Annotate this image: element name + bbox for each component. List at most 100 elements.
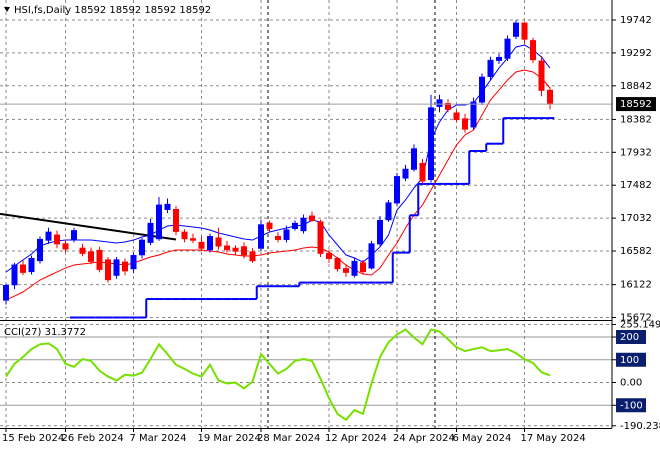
- marks-layer: [0, 20, 612, 422]
- candle-body: [385, 202, 392, 221]
- x-tick-label: 12 Apr 2024: [325, 433, 387, 444]
- x-tick-label: 24 Apr 2024: [393, 433, 455, 444]
- candle-body: [139, 239, 145, 256]
- candle-body: [411, 148, 417, 170]
- x-tick-label: 17 May 2024: [521, 433, 586, 444]
- level-label-box: [616, 352, 646, 367]
- candle-body: [445, 102, 451, 110]
- menu-triangle: [4, 7, 10, 12]
- candle-body: [37, 238, 43, 262]
- candle-body: [402, 168, 409, 179]
- candle-body: [334, 257, 341, 270]
- moving-average-line: [5, 44, 551, 273]
- candle-body: [266, 222, 273, 229]
- candle-body: [470, 101, 477, 128]
- y-tick-label: -100: [620, 400, 643, 411]
- candle-body: [156, 204, 162, 240]
- candle-body: [11, 264, 18, 286]
- candle-body: [130, 255, 137, 270]
- candle-body: [428, 107, 434, 181]
- x-tick-label: 15 Feb 2024: [2, 433, 64, 444]
- y-tick-label: 16122: [620, 280, 652, 291]
- level-label-box: [616, 330, 646, 345]
- x-tick-label: 26 Feb 2024: [62, 433, 124, 444]
- candle-body: [232, 247, 239, 252]
- y-tick-label: 255.1494: [620, 319, 660, 330]
- candle-body: [513, 22, 519, 37]
- candle-body: [147, 222, 154, 243]
- candle-body: [45, 231, 52, 241]
- candle-body: [122, 261, 128, 272]
- panel-title: HSI,fs,Daily 18592 18592 18592 18592: [14, 5, 211, 16]
- indicator-line: [5, 328, 551, 422]
- candle-body: [105, 259, 111, 281]
- candle-body: [62, 243, 69, 250]
- y-tick-label: 100: [620, 355, 639, 366]
- candle-body: [479, 76, 485, 103]
- candle-body: [360, 262, 366, 273]
- candle-body: [198, 241, 205, 249]
- y-tick-label: 19742: [620, 15, 652, 26]
- candle-body: [436, 99, 443, 107]
- candle-body: [368, 243, 375, 269]
- candle-body: [224, 245, 230, 251]
- y-tick-label: 18842: [620, 81, 652, 92]
- candle-body: [530, 40, 536, 61]
- candle-body: [215, 237, 222, 247]
- candle-body: [521, 22, 528, 40]
- candle-body: [419, 162, 426, 182]
- candle-body: [20, 264, 26, 273]
- y-tick-label: 18382: [620, 114, 652, 125]
- candle-body: [317, 221, 324, 254]
- candle-body: [462, 118, 468, 130]
- candle-body: [504, 38, 511, 59]
- candle-body: [181, 231, 188, 240]
- candle-body: [164, 203, 171, 210]
- level-label-box: [616, 398, 646, 413]
- candle-body: [3, 285, 9, 301]
- candle-body: [241, 246, 247, 256]
- candle-body: [54, 234, 60, 245]
- candle-body: [547, 89, 553, 105]
- y-tick-label: 200: [620, 332, 639, 343]
- last-price-label: 18592: [620, 99, 652, 110]
- candle-body: [496, 56, 502, 61]
- candle-body: [113, 259, 120, 276]
- candle-body: [351, 260, 358, 276]
- last-price-box: [616, 97, 656, 112]
- candle-body: [190, 238, 196, 241]
- candle-body: [309, 215, 315, 221]
- y-tick-label: -190.238: [620, 421, 660, 432]
- y-tick-label: 17032: [620, 213, 652, 224]
- y-tick-label: 17932: [620, 147, 652, 158]
- candle-body: [326, 252, 332, 259]
- y-tick-label: 19292: [620, 48, 652, 59]
- candle-body: [79, 247, 86, 254]
- trendline: [0, 212, 177, 241]
- x-tick-label: 7 Mar 2024: [130, 433, 187, 444]
- y-tick-label: 15672: [620, 313, 652, 324]
- candle-body: [343, 268, 349, 273]
- candle-body: [283, 229, 290, 240]
- candle-body: [28, 257, 35, 273]
- candle-body: [453, 112, 460, 121]
- x-tick-label: 28 Mar 2024: [257, 433, 320, 444]
- candle-body: [96, 249, 103, 270]
- x-tick-label: 6 May 2024: [453, 433, 512, 444]
- y-tick-label: 17482: [620, 180, 652, 191]
- y-tick-label: 16582: [620, 246, 652, 257]
- candle-body: [300, 217, 307, 232]
- candle-body: [207, 236, 213, 251]
- candle-body: [258, 224, 264, 249]
- candle-body: [377, 219, 383, 245]
- candle-body: [394, 176, 400, 204]
- candle-body: [292, 222, 298, 229]
- y-tick-label: 0.00: [620, 378, 642, 389]
- candle-body: [275, 236, 281, 240]
- x-tick-label: 19 Mar 2024: [198, 433, 261, 444]
- candle-body: [88, 251, 94, 262]
- candle-body: [249, 251, 256, 262]
- candle-body: [173, 208, 179, 232]
